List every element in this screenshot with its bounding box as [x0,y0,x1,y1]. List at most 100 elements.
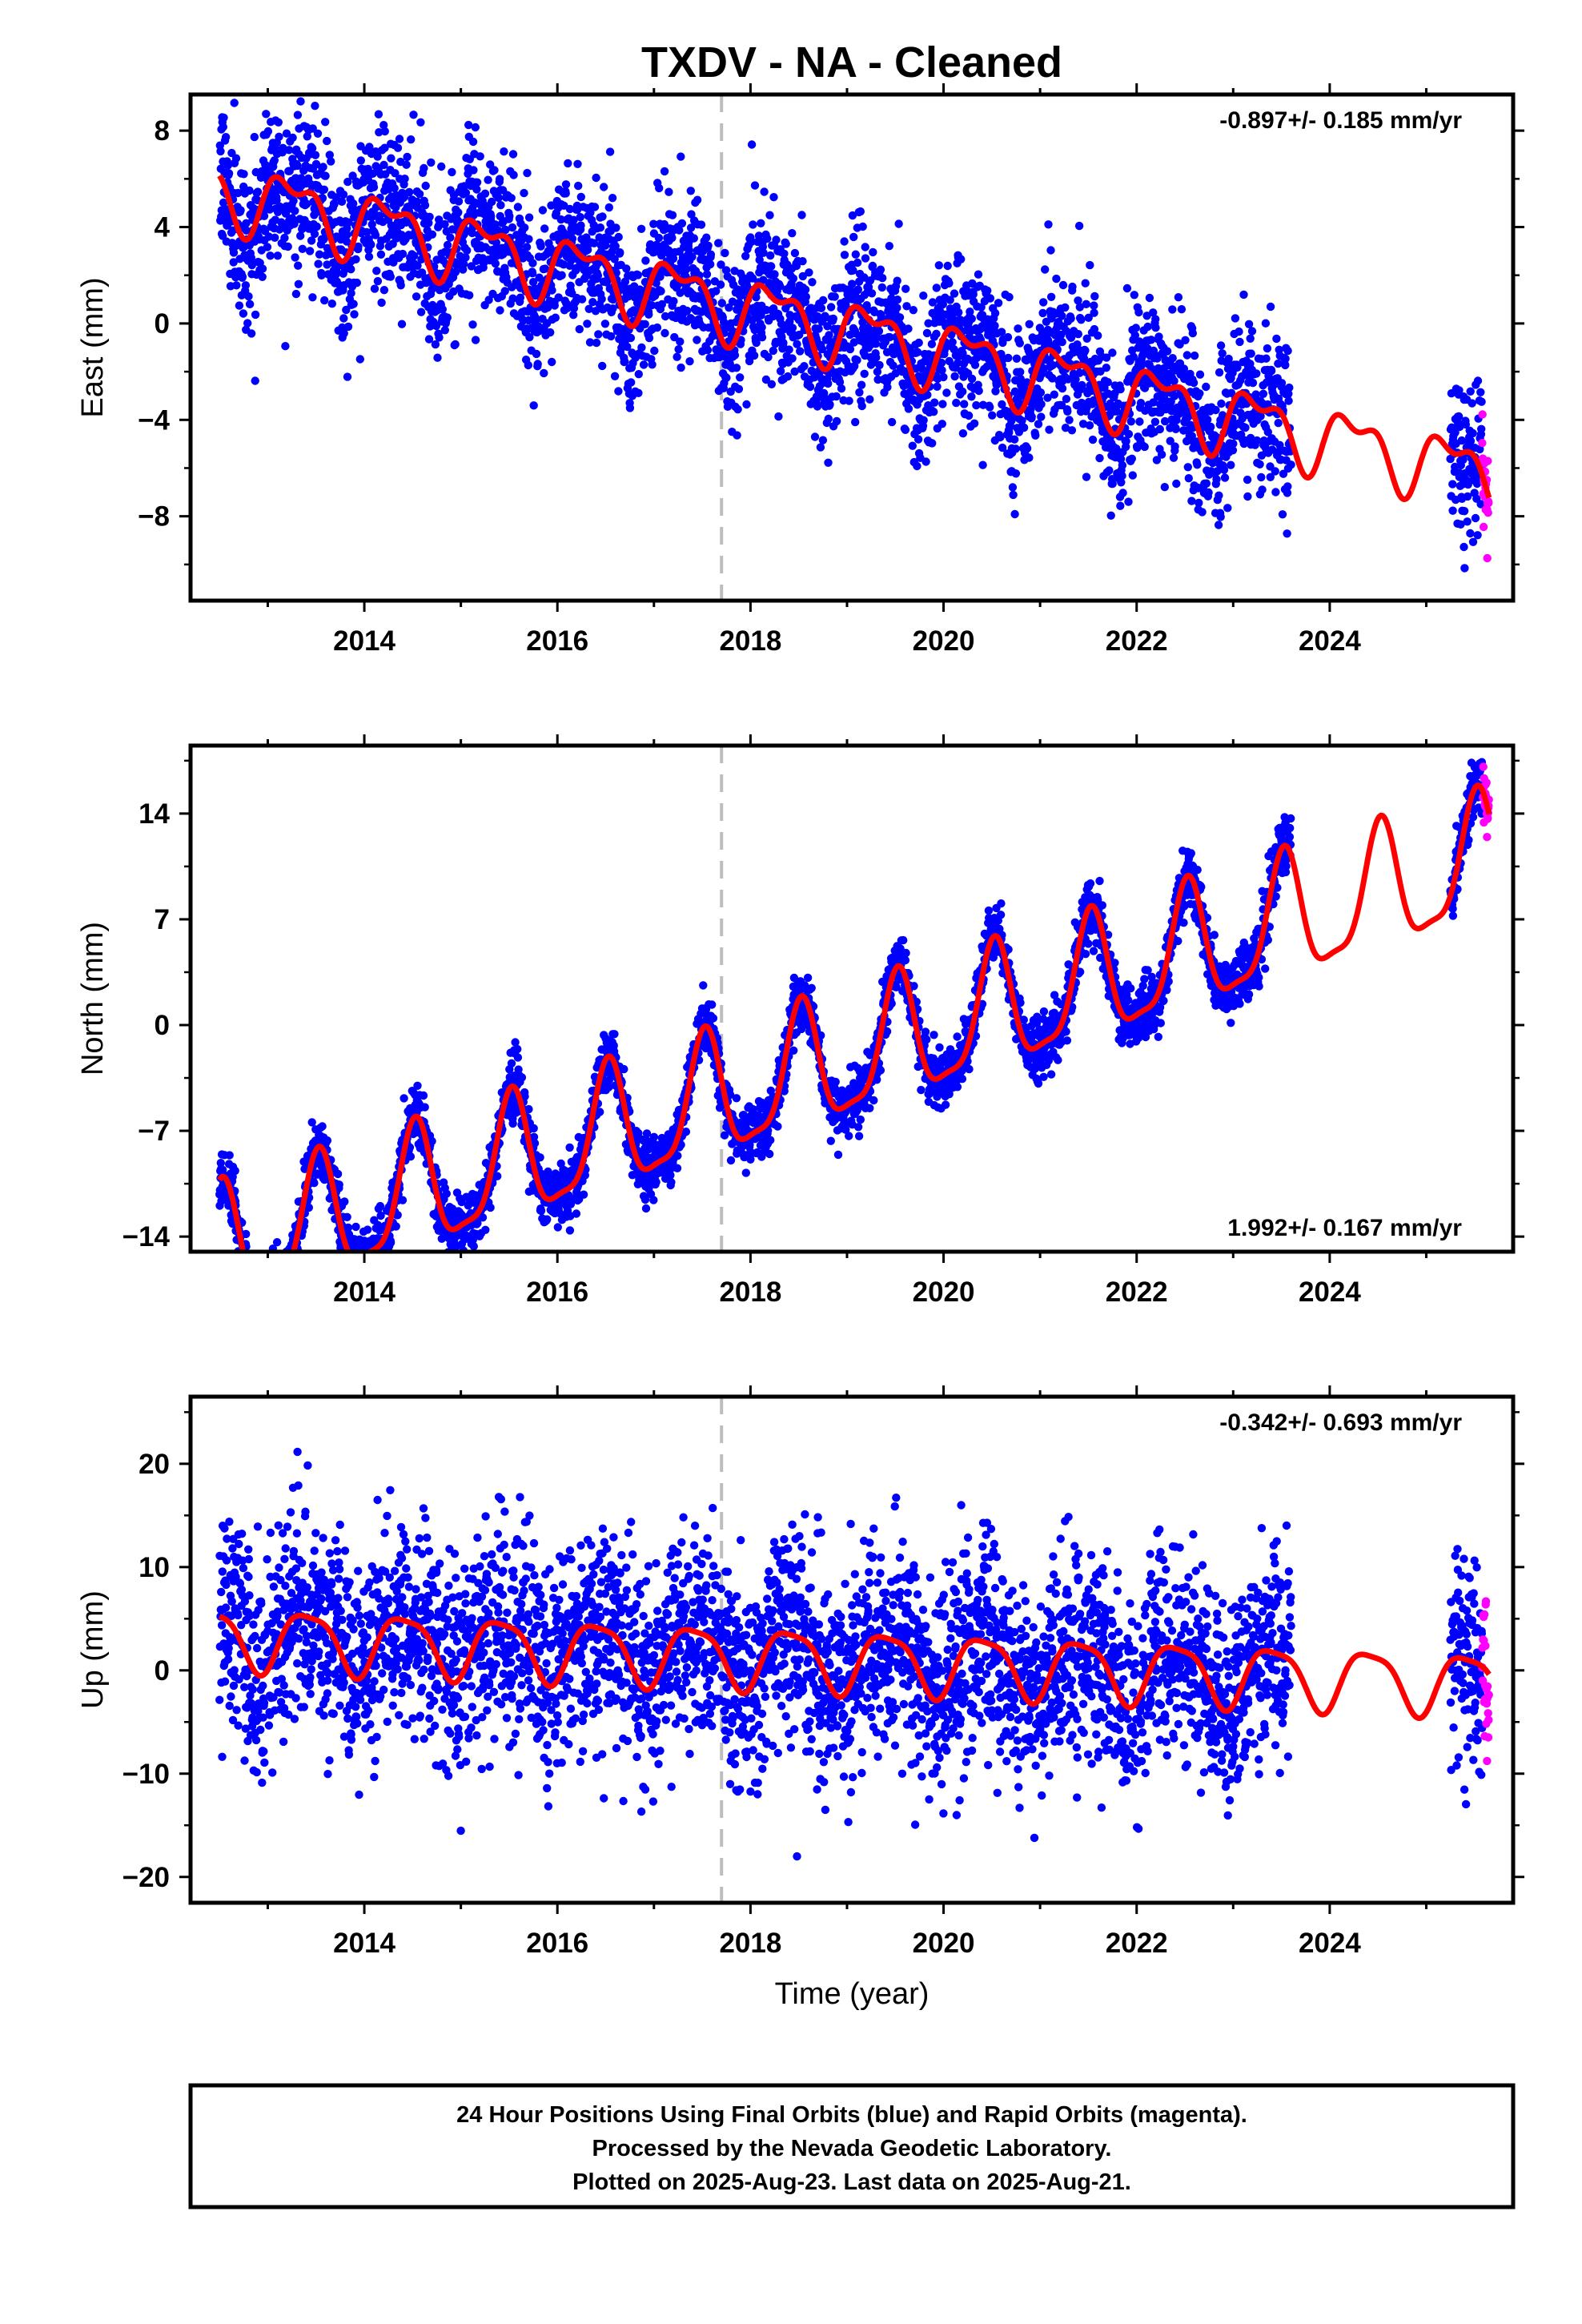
final-orbit-point [291,253,299,262]
final-orbit-point [1460,564,1469,573]
final-orbit-point [362,1262,370,1270]
final-orbit-point [593,271,603,280]
final-orbit-point [1477,397,1486,406]
final-orbit-point [277,1289,285,1297]
final-orbit-point [860,369,869,378]
final-orbit-point [901,284,910,293]
final-orbit-point [808,278,817,287]
final-orbit-point [656,272,665,281]
final-orbit-point [1267,366,1276,376]
final-orbit-point [1261,319,1271,328]
final-orbit-point [319,163,327,171]
final-orbit-point [454,197,464,206]
final-orbit-point [294,279,303,288]
final-orbit-point [1202,382,1211,392]
final-orbit-point [516,293,525,302]
final-orbit-point [251,310,260,320]
final-orbit-point [1074,221,1084,231]
final-orbit-point [250,132,259,142]
final-orbit-point [351,255,360,263]
final-orbit-point [276,1269,284,1277]
final-orbit-point [282,129,291,138]
final-orbit-point [265,1265,273,1273]
final-orbit-point [636,224,646,233]
final-orbit-point [1477,424,1486,433]
final-orbit-point [368,1257,376,1265]
final-orbit-point [435,215,444,224]
final-orbit-point [263,1283,271,1291]
final-orbit-point [717,299,726,308]
final-orbit-point [442,1189,451,1198]
final-orbit-point [677,219,687,228]
final-orbit-point [275,1268,283,1276]
final-orbit-point [262,110,271,119]
final-orbit-point [560,201,568,210]
final-orbit-point [279,1264,287,1272]
final-orbit-point [261,1291,269,1299]
x-tick-label: 2018 [719,625,781,657]
final-orbit-point [967,314,977,324]
final-orbit-point [259,1298,267,1306]
final-orbit-point [1460,542,1468,552]
final-orbit-point [1214,521,1223,529]
final-orbit-point [272,1269,280,1277]
final-orbit-point [644,333,654,343]
final-orbit-point [339,314,348,323]
final-orbit-point [266,1292,274,1300]
final-orbit-point [229,258,238,267]
final-orbit-point [230,99,239,107]
final-orbit-point [908,441,917,450]
final-orbit-point [267,1284,275,1292]
final-orbit-point [565,204,575,214]
final-orbit-point [310,229,319,239]
final-orbit-point [290,1261,298,1269]
final-orbit-point [939,372,948,382]
final-orbit-point [1215,368,1224,377]
final-orbit-point [1081,279,1090,287]
final-orbit-point [269,1281,277,1289]
final-orbit-point [386,1238,396,1248]
final-orbit-point [895,313,905,322]
final-orbit-point [983,286,992,296]
final-orbit-point [894,219,903,228]
final-orbit-point [1131,324,1141,332]
final-orbit-point [614,387,623,396]
final-orbit-point [393,143,403,152]
final-orbit-points [215,758,1487,1313]
final-orbit-point [387,154,396,163]
plot-area [215,746,1493,1313]
final-orbit-point [1116,501,1125,510]
final-orbit-point [289,196,298,205]
final-orbit-point [320,296,329,305]
final-orbit-point [1195,389,1204,398]
rapid-orbit-point [1484,509,1492,517]
final-orbit-point [509,171,518,179]
final-orbit-point [1473,531,1482,540]
final-orbit-point [284,1289,292,1297]
final-orbit-point [262,1305,270,1313]
final-orbit-point [1255,460,1264,468]
final-orbit-point [500,147,508,156]
final-orbit-point [381,1256,389,1265]
final-orbit-point [339,190,348,199]
final-orbit-point [525,332,534,342]
final-orbit-point [721,248,729,258]
final-orbit-point [333,1169,343,1179]
final-orbit-point [312,222,321,231]
final-orbit-point [1090,292,1099,301]
final-orbit-point [934,261,944,270]
final-orbit-point [231,154,241,163]
final-orbit-point [266,1277,274,1285]
final-orbit-point [402,160,411,169]
final-orbit-point [967,374,977,384]
final-orbit-point [406,1152,416,1161]
final-orbit-point [958,429,968,438]
final-orbit-point [273,1278,281,1286]
y-tick-label: −8 [138,501,170,533]
final-orbit-point [861,243,869,251]
final-orbit-point [451,340,460,349]
final-orbit-point [625,404,635,412]
final-orbit-point [367,1262,375,1270]
final-orbit-point [736,373,745,382]
final-orbit-point [590,203,600,211]
